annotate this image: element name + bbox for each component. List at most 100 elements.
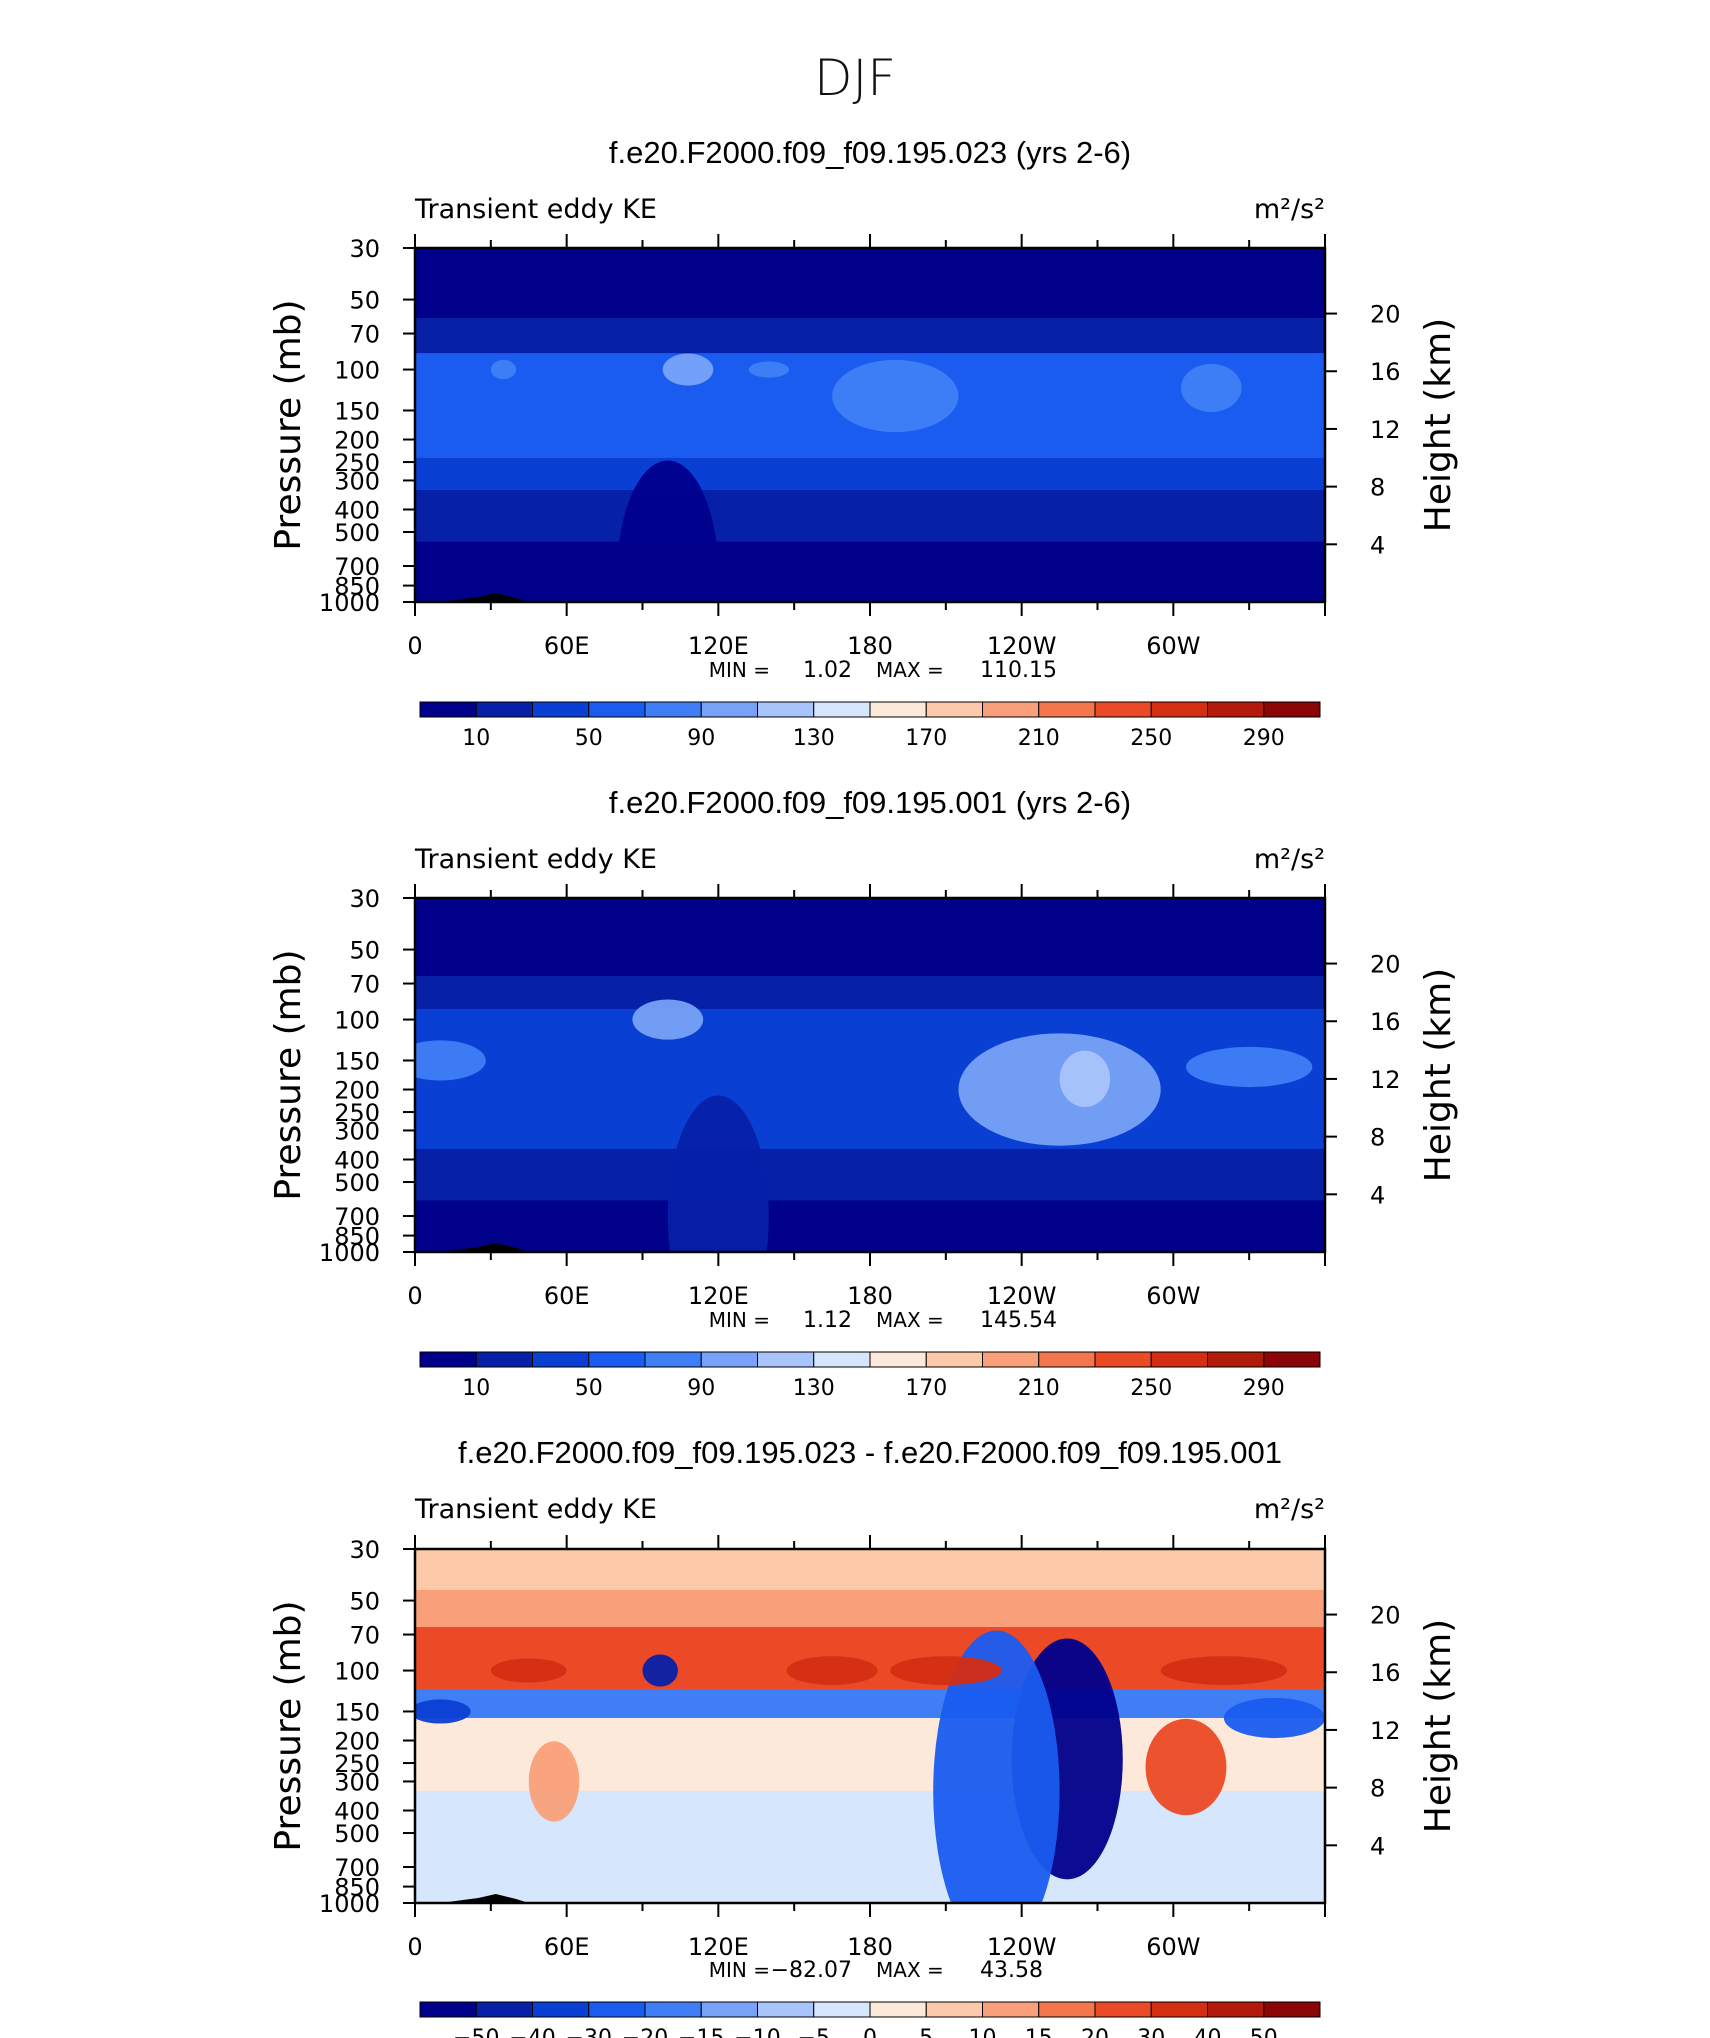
height-tick-label: 20: [1370, 301, 1401, 329]
stat-min-label: MIN =: [709, 1308, 770, 1332]
pressure-tick-label: 1000: [319, 1239, 380, 1267]
contour-band: [415, 541, 1325, 602]
pressure-tick-label: 700: [334, 1854, 380, 1882]
colorbar-swatch: [925, 2001, 983, 2018]
height-tick-label: 4: [1370, 1832, 1385, 1860]
colorbar-swatch: [813, 2001, 871, 2018]
pressure-tick-label: 1000: [319, 1890, 380, 1918]
contour-band: [415, 317, 1325, 355]
variable-label: Transient eddy KE: [414, 1494, 657, 1525]
colorbar-swatch: [1038, 701, 1096, 718]
colorbar-label: 250: [1130, 1376, 1172, 1401]
pressure-tick-label: 300: [334, 1768, 380, 1796]
pressure-tick-label: 700: [334, 553, 380, 581]
colorbar-label: −50: [453, 2026, 499, 2038]
colorbar-label: 290: [1243, 726, 1285, 751]
pressure-tick-label: 100: [334, 1658, 380, 1686]
contour-feature: [748, 361, 790, 378]
colorbar-label: 50: [575, 1376, 603, 1401]
contour-band: [415, 1200, 1325, 1252]
colorbar-swatch: [1150, 701, 1208, 718]
contour-band: [415, 1148, 1325, 1202]
y-axis-title: Pressure (mb): [268, 1600, 309, 1851]
stat-max-label: MAX =: [876, 1308, 944, 1332]
height-tick-label: 8: [1370, 1124, 1385, 1152]
stat-max-label: MAX =: [876, 1958, 944, 1982]
stat-min-value: 1.02: [803, 658, 852, 683]
contour-band: [415, 1008, 1325, 1118]
colorbar-label: 170: [905, 1376, 947, 1401]
pressure-tick-label: 400: [334, 496, 380, 524]
colorbar-swatch: [757, 701, 815, 718]
pressure-tick-label: 100: [334, 1007, 380, 1035]
height-tick-label: 12: [1370, 1066, 1401, 1094]
colorbar-swatch: [644, 701, 702, 718]
contour-feature: [933, 1630, 1060, 1903]
colorbar-swatch: [644, 2001, 702, 2018]
pressure-tick-label: 250: [334, 449, 380, 477]
pressure-tick-label: 500: [334, 519, 380, 547]
colorbar-swatch: [1094, 2001, 1152, 2018]
stat-min-value: 1.12: [803, 1308, 852, 1333]
colorbar-label: −40: [509, 2026, 555, 2038]
contour-field: [415, 1549, 1325, 1903]
y-axis-title-right: Height (km): [1418, 1619, 1459, 1833]
x-tick-label: 60E: [544, 1933, 590, 1961]
colorbar-label: 5: [919, 2026, 933, 2038]
stat-max-value: 145.54: [980, 1308, 1057, 1333]
colorbar-swatch: [869, 2001, 927, 2018]
colorbar-swatch: [419, 2001, 477, 2018]
colorbar-swatch: [982, 2001, 1040, 2018]
pressure-tick-label: 850: [334, 1223, 380, 1251]
contour-feature: [1185, 1046, 1313, 1088]
panel-top: f.e20.F2000.f09_f09.195.023 (yrs 2-6) Tra…: [268, 135, 1459, 751]
colorbar-label: 30: [1137, 2026, 1165, 2038]
height-tick-label: 16: [1370, 1659, 1401, 1687]
contour-feature: [667, 1095, 769, 1252]
colorbar-label: −5: [798, 2026, 830, 2038]
colorbar-swatch: [588, 701, 646, 718]
colorbar-swatch: [1150, 1351, 1208, 1368]
contour-band: [415, 976, 1325, 1010]
colorbar-label: 40: [1194, 2026, 1222, 2038]
x-tick-label: 120E: [688, 1282, 749, 1310]
colorbar-swatch: [588, 2001, 646, 2018]
colorbar-swatch: [419, 1351, 477, 1368]
pressure-tick-label: 250: [334, 1750, 380, 1778]
pressure-tick-label: 700: [334, 1203, 380, 1231]
panel-middle: f.e20.F2000.f09_f09.195.001 (yrs 2-6) Tra…: [268, 785, 1459, 1401]
pressure-tick-label: 400: [334, 1797, 380, 1825]
colorbar-label: 10: [462, 726, 490, 751]
colorbar-swatch: [1094, 701, 1152, 718]
panel-title: f.e20.F2000.f09_f09.195.023 - f.e20.F200…: [458, 1435, 1282, 1470]
pressure-tick-label: 150: [334, 397, 380, 425]
colorbar-swatch: [532, 701, 590, 718]
colorbar-label: 50: [575, 726, 603, 751]
pressure-tick-label: 200: [334, 427, 380, 455]
colorbar-label: 250: [1130, 726, 1172, 751]
colorbar-swatch: [419, 701, 477, 718]
contour-feature: [662, 353, 714, 386]
pressure-tick-label: 400: [334, 1146, 380, 1174]
colorbar-label: 10: [462, 1376, 490, 1401]
colorbar-swatch: [757, 1351, 815, 1368]
colorbar-swatch: [475, 1351, 533, 1368]
colorbar-swatch: [532, 1351, 590, 1368]
colorbar-swatch: [982, 1351, 1040, 1368]
x-tick-label: 0: [407, 1933, 422, 1961]
pressure-tick-label: 200: [334, 1077, 380, 1105]
x-tick-label: 120W: [987, 1282, 1057, 1310]
x-tick-label: 60E: [544, 632, 590, 660]
contour-feature: [1059, 1050, 1111, 1107]
colorbar-swatch: [813, 1351, 871, 1368]
panel-difference: f.e20.F2000.f09_f09.195.023 - f.e20.F200…: [268, 1435, 1459, 2038]
pressure-tick-label: 150: [334, 1047, 380, 1075]
contour-feature: [490, 1658, 567, 1683]
colorbar-label: 210: [1018, 1376, 1060, 1401]
contour-feature: [490, 359, 517, 380]
stat-min-label: MIN =: [709, 1958, 770, 1982]
pressure-tick-label: 100: [334, 357, 380, 385]
colorbar-swatch: [700, 701, 758, 718]
contour-band: [415, 898, 1325, 978]
